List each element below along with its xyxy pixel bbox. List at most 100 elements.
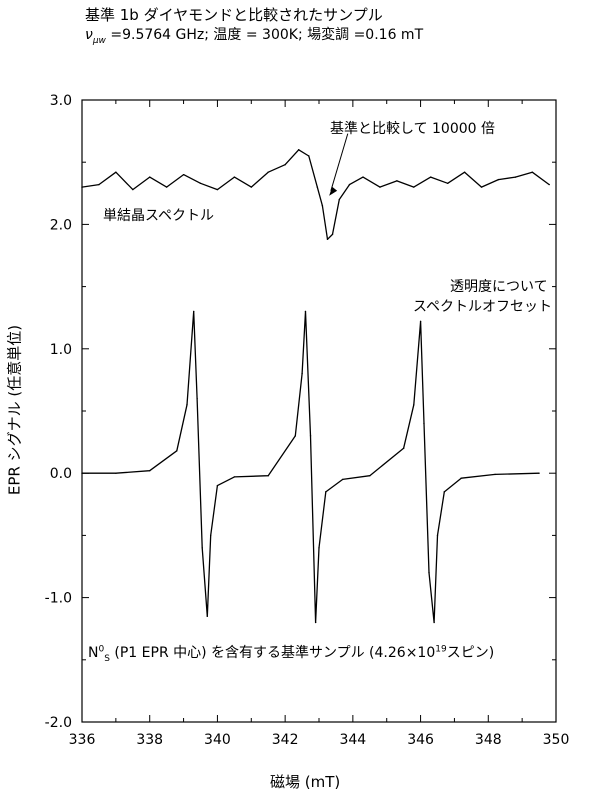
data-point-single-crystal-x10000	[308, 155, 310, 157]
chart-subtitle: νμw =9.5764 GHz; 温度 = 300K; 場変調 =0.16 mT	[85, 24, 423, 46]
annotation-compare: 基準と比較して 10000 倍	[330, 121, 496, 137]
sample-rest: (P1 EPR 中心) を含有する基準サンプル (4.26×10	[109, 645, 436, 661]
data-point-single-crystal-x10000	[98, 183, 100, 186]
annotation-offset-line1: 透明度について	[450, 279, 548, 295]
y-tick-label: 0.0	[50, 466, 72, 482]
data-point-reference-P1	[206, 615, 208, 617]
x-tick-label: 350	[543, 732, 570, 748]
annotation-offset-line2: スペクトルオフセット	[413, 299, 553, 315]
data-point-reference-P1	[267, 474, 269, 477]
data-point-reference-P1	[433, 621, 435, 624]
data-point-reference-P1	[443, 491, 445, 493]
data-point-single-crystal-x10000	[216, 188, 219, 191]
data-point-reference-P1	[233, 476, 236, 478]
data-point-single-crystal-x10000	[338, 198, 341, 201]
data-point-single-crystal-x10000	[199, 182, 202, 185]
series-line-reference-P1	[82, 310, 540, 624]
data-point-reference-P1	[149, 470, 151, 472]
data-point-reference-P1	[176, 450, 178, 452]
data-point-single-crystal-x10000	[316, 186, 319, 188]
data-point-single-crystal-x10000	[362, 176, 364, 178]
x-tick-label: 336	[69, 732, 96, 748]
y-tick-label: 1.0	[50, 342, 72, 358]
data-point-reference-P1	[81, 472, 83, 474]
data-point-reference-P1	[309, 435, 312, 437]
data-point-reference-P1	[428, 572, 430, 574]
y-tick-label: 3.0	[50, 93, 72, 109]
data-point-single-crystal-x10000	[480, 186, 483, 188]
data-point-single-crystal-x10000	[132, 188, 134, 191]
sample-n: N	[88, 645, 99, 661]
data-point-single-crystal-x10000	[250, 186, 252, 188]
x-tick-label: 344	[339, 732, 366, 748]
x-tick-label: 346	[407, 732, 434, 748]
data-point-reference-P1	[436, 534, 439, 537]
data-point-reference-P1	[301, 372, 303, 375]
data-point-single-crystal-x10000	[182, 173, 185, 176]
data-point-reference-P1	[209, 534, 212, 537]
data-point-single-crystal-x10000	[297, 149, 300, 151]
data-point-single-crystal-x10000	[321, 205, 324, 207]
y-axis-label: EPR シグナル (任意単位)	[5, 324, 24, 496]
x-tick-label: 340	[204, 732, 231, 748]
y-tick-label: 2.0	[50, 217, 72, 233]
data-point-reference-P1	[413, 404, 415, 406]
x-tick-label: 348	[475, 732, 502, 748]
y-tick-label: -1.0	[45, 591, 72, 607]
annotation-single-crystal: 単結晶スペクトル	[103, 208, 215, 224]
data-point-reference-P1	[201, 547, 203, 549]
data-point-single-crystal-x10000	[165, 186, 168, 188]
data-point-reference-P1	[369, 474, 371, 477]
nu-symbol: ν	[85, 27, 93, 43]
sample-sub: S	[104, 653, 110, 664]
data-point-single-crystal-x10000	[514, 176, 517, 178]
data-point-reference-P1	[538, 472, 540, 474]
data-point-reference-P1	[342, 478, 344, 481]
data-point-reference-P1	[325, 491, 327, 493]
data-point-single-crystal-x10000	[326, 238, 329, 241]
data-point-single-crystal-x10000	[81, 186, 83, 188]
data-point-single-crystal-x10000	[379, 186, 381, 188]
data-point-single-crystal-x10000	[267, 171, 269, 173]
data-point-single-crystal-x10000	[497, 178, 500, 181]
chart-title: 基準 1b ダイヤモンドと比較されたサンプル	[85, 6, 383, 24]
data-point-single-crystal-x10000	[413, 186, 415, 188]
data-point-reference-P1	[193, 310, 195, 313]
data-point-single-crystal-x10000	[446, 182, 449, 185]
data-point-reference-P1	[115, 472, 117, 474]
data-point-single-crystal-x10000	[284, 163, 286, 166]
data-point-single-crystal-x10000	[548, 183, 550, 186]
data-point-reference-P1	[423, 422, 425, 425]
data-point-single-crystal-x10000	[149, 176, 151, 178]
mu-w-subscript: μw	[92, 35, 106, 46]
x-tick-label: 338	[136, 732, 163, 748]
data-point-reference-P1	[419, 320, 422, 323]
data-point-reference-P1	[314, 621, 317, 624]
data-point-reference-P1	[196, 397, 198, 400]
subtitle-params: =9.5764 GHz; 温度 = 300K; 場変調 =0.16 mT	[105, 27, 424, 43]
data-point-reference-P1	[186, 404, 188, 406]
x-tick-label: 342	[272, 732, 299, 748]
data-point-reference-P1	[318, 547, 320, 549]
data-point-reference-P1	[216, 484, 219, 487]
data-point-single-crystal-x10000	[115, 171, 117, 173]
x-axis-label: 磁場 (mT)	[270, 773, 341, 791]
data-point-reference-P1	[460, 477, 462, 479]
annotation-arrow-line	[330, 133, 349, 191]
data-point-reference-P1	[304, 310, 307, 313]
data-point-reference-P1	[402, 447, 405, 450]
data-point-single-crystal-x10000	[531, 171, 533, 173]
annotation-arrow-head	[329, 186, 338, 196]
data-point-single-crystal-x10000	[331, 233, 334, 236]
data-point-single-crystal-x10000	[430, 176, 432, 178]
y-tick-label: -2.0	[45, 715, 72, 731]
data-point-single-crystal-x10000	[348, 183, 351, 186]
data-point-reference-P1	[294, 435, 296, 437]
sample-end: スピン)	[446, 645, 495, 661]
annotation-reference-sample: N0S (P1 EPR 中心) を含有する基準サンプル (4.26×1019スピ…	[88, 642, 495, 664]
series-line-single-crystal-x10000	[81, 149, 550, 240]
sample-exp: 19	[435, 644, 447, 655]
data-point-reference-P1	[494, 473, 496, 476]
sample-sup: 0	[98, 644, 105, 655]
